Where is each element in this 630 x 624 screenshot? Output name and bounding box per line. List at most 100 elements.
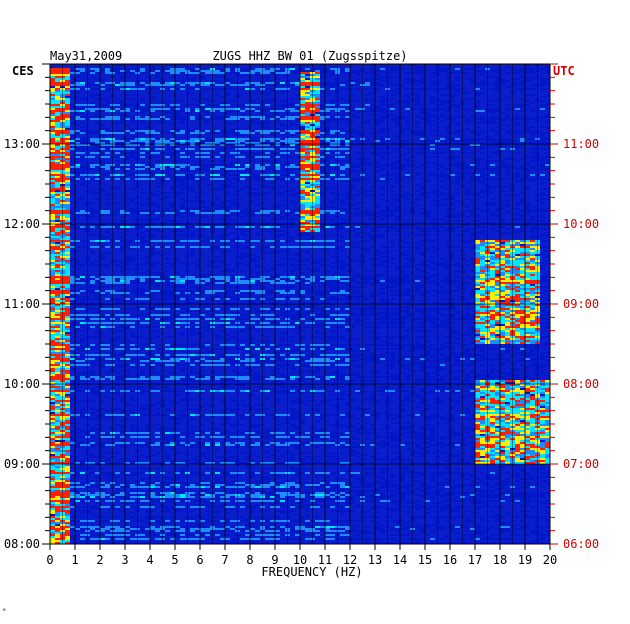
spectrogram-cell bbox=[475, 380, 480, 382]
spectrogram-cell bbox=[150, 516, 155, 518]
spectrogram-cell bbox=[375, 480, 380, 482]
spectrogram-cell bbox=[275, 540, 280, 542]
spectrogram-cell bbox=[125, 492, 130, 494]
spectrogram-cell bbox=[520, 468, 525, 470]
spectrogram-cell bbox=[315, 528, 320, 530]
spectrogram-cell bbox=[190, 462, 195, 464]
spectrogram-cell bbox=[345, 394, 350, 396]
spectrogram-cell bbox=[390, 458, 395, 460]
spectrogram-cell bbox=[300, 452, 305, 454]
spectrogram-cell bbox=[80, 444, 85, 446]
spectrogram-cell bbox=[155, 376, 160, 378]
spectrogram-cell bbox=[290, 390, 295, 392]
spectrogram-cell bbox=[415, 480, 420, 482]
spectrogram-cell bbox=[370, 442, 375, 444]
spectrogram-cell bbox=[365, 434, 370, 436]
spectrogram-cell bbox=[165, 384, 170, 386]
spectrogram-cell bbox=[230, 438, 235, 440]
spectrogram-cell bbox=[280, 496, 285, 498]
spectrogram-cell bbox=[500, 502, 505, 504]
spectrogram-cell bbox=[540, 364, 545, 366]
spectrogram-cell bbox=[55, 388, 60, 390]
spectrogram-cell bbox=[350, 442, 355, 444]
spectrogram-cell bbox=[270, 444, 275, 446]
spectrogram-cell bbox=[145, 472, 150, 474]
spectrogram-cell bbox=[540, 358, 545, 360]
spectrogram-cell bbox=[50, 360, 55, 362]
spectrogram-cell bbox=[290, 488, 295, 490]
spectrogram-cell bbox=[55, 486, 60, 488]
spectrogram-cell bbox=[275, 398, 280, 400]
spectrogram-cell bbox=[515, 398, 520, 400]
spectrogram-cell bbox=[65, 414, 70, 416]
spectrogram-cell bbox=[440, 542, 445, 544]
spectrogram-cell bbox=[215, 484, 220, 486]
spectrogram-cell bbox=[150, 518, 155, 520]
spectrogram-cell bbox=[455, 418, 460, 420]
spectrogram-cell bbox=[115, 528, 120, 530]
spectrogram-cell bbox=[250, 474, 255, 476]
spectrogram-cell bbox=[100, 390, 105, 392]
spectrogram-cell bbox=[530, 432, 535, 434]
spectrogram-cell bbox=[280, 534, 285, 536]
spectrogram-cell bbox=[55, 488, 60, 490]
spectrogram-cell bbox=[475, 410, 480, 412]
spectrogram-cell bbox=[150, 482, 155, 484]
spectrogram-cell bbox=[350, 490, 355, 492]
spectrogram-cell bbox=[315, 504, 320, 506]
spectrogram-cell bbox=[250, 512, 255, 514]
spectrogram-cell bbox=[470, 516, 475, 518]
spectrogram-cell bbox=[390, 368, 395, 370]
spectrogram-cell bbox=[515, 440, 520, 442]
spectrogram-cell bbox=[315, 432, 320, 434]
spectrogram-cell bbox=[275, 380, 280, 382]
spectrogram-cell bbox=[350, 416, 355, 418]
spectrogram-cell bbox=[140, 372, 145, 374]
spectrogram-cell bbox=[405, 534, 410, 536]
spectrogram-cell bbox=[525, 504, 530, 506]
spectrogram-cell bbox=[225, 416, 230, 418]
spectrogram-cell bbox=[475, 390, 480, 392]
spectrogram-cell bbox=[95, 424, 100, 426]
spectrogram-cell bbox=[155, 424, 160, 426]
spectrogram-cell bbox=[420, 428, 425, 430]
spectrogram-cell bbox=[270, 390, 275, 392]
spectrogram-cell bbox=[65, 438, 70, 440]
spectrogram-cell bbox=[300, 516, 305, 518]
spectrogram-cell bbox=[520, 446, 525, 448]
spectrogram-cell bbox=[440, 508, 445, 510]
spectrogram-cell bbox=[215, 530, 220, 532]
spectrogram-cell bbox=[105, 494, 110, 496]
spectrogram-cell bbox=[505, 462, 510, 464]
spectrogram-cell bbox=[125, 376, 130, 378]
spectrogram-cell bbox=[345, 364, 350, 366]
spectrogram-cell bbox=[165, 364, 170, 366]
spectrogram-cell bbox=[55, 462, 60, 464]
spectrogram-cell bbox=[130, 538, 135, 540]
spectrogram-cell bbox=[300, 538, 305, 540]
spectrogram-cell bbox=[200, 456, 205, 458]
spectrogram-cell bbox=[195, 410, 200, 412]
spectrogram-cell bbox=[500, 436, 505, 438]
spectrogram-cell bbox=[230, 506, 235, 508]
spectrogram-cell bbox=[455, 434, 460, 436]
spectrogram-cell bbox=[175, 436, 180, 438]
spectrogram-cell bbox=[50, 412, 55, 414]
spectrogram-cell bbox=[390, 508, 395, 510]
spectrogram-cell bbox=[305, 438, 310, 440]
spectrogram-cell bbox=[500, 418, 505, 420]
spectrogram-cell bbox=[300, 422, 305, 424]
spectrogram-cell bbox=[430, 438, 435, 440]
spectrogram-cell bbox=[115, 452, 120, 454]
spectrogram-cell bbox=[120, 444, 125, 446]
spectrogram-cell bbox=[475, 438, 480, 440]
spectrogram-cell bbox=[545, 386, 550, 388]
spectrogram-cell bbox=[50, 442, 55, 444]
spectrogram-cell bbox=[545, 380, 550, 382]
spectrogram-cell bbox=[275, 424, 280, 426]
spectrogram-cell bbox=[305, 432, 310, 434]
spectrogram-cell bbox=[205, 364, 210, 366]
spectrogram-cell bbox=[250, 510, 255, 512]
spectrogram-cell bbox=[250, 374, 255, 376]
spectrogram-cell bbox=[295, 500, 300, 502]
